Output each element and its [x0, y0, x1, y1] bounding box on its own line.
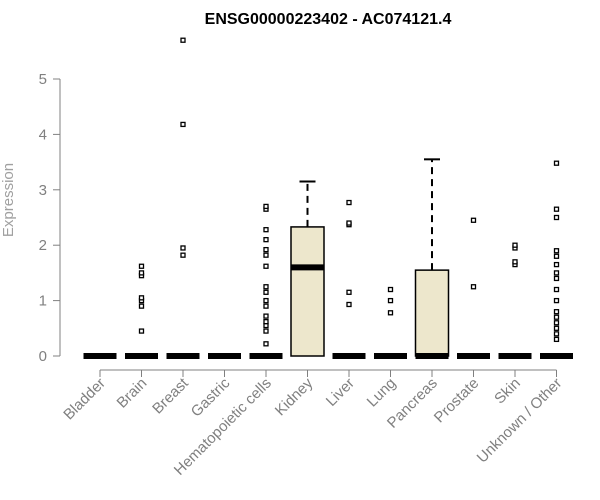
- outlier-point: [553, 320, 560, 326]
- outlier-point: [553, 261, 560, 268]
- y-axis-label: Expression: [0, 163, 17, 237]
- outlier-point: [138, 295, 145, 301]
- outlier-point: [553, 314, 560, 320]
- outlier-point: [553, 331, 560, 337]
- x-tick-label: Lung: [364, 375, 400, 411]
- outlier-point: [263, 263, 269, 269]
- outlier-point: [387, 297, 394, 304]
- outlier-point: [180, 252, 186, 258]
- outlier-point: [138, 328, 145, 334]
- outlier-point: [553, 214, 560, 221]
- outlier-point: [470, 284, 477, 290]
- x-tick-label: Breast: [149, 374, 192, 417]
- x-tick-label: Kidney: [272, 374, 317, 419]
- x-tick-label: Bladder: [60, 375, 109, 424]
- outlier-point: [263, 319, 269, 325]
- outlier-point: [387, 286, 394, 293]
- outlier-point: [263, 246, 269, 253]
- outlier-point: [263, 328, 269, 334]
- outlier-point: [553, 325, 560, 331]
- y-tick-label: 3: [39, 182, 47, 199]
- outlier-point: [263, 313, 269, 319]
- outlier-point: [180, 121, 186, 128]
- outlier-point: [263, 227, 269, 233]
- outlier-point: [346, 220, 352, 226]
- x-tick-label: Brain: [114, 375, 151, 412]
- outlier-point: [553, 248, 560, 254]
- outlier-point: [263, 341, 269, 347]
- box: [290, 226, 325, 357]
- outlier-point: [553, 286, 560, 293]
- outlier-point: [553, 270, 560, 276]
- outlier-point: [263, 284, 269, 290]
- outlier-point: [553, 275, 560, 282]
- outlier-point: [387, 310, 394, 316]
- outlier-point: [138, 303, 145, 309]
- outlier-point: [553, 206, 560, 212]
- outlier-point: [553, 160, 560, 166]
- y-tick-label: 0: [39, 348, 47, 365]
- outlier-point: [470, 217, 477, 223]
- outlier-point: [263, 237, 269, 243]
- y-tick-label: 1: [39, 293, 47, 310]
- outlier-point: [263, 303, 269, 309]
- outlier-point: [553, 309, 560, 315]
- y-tick-label: 5: [39, 71, 47, 88]
- outlier-point: [138, 270, 145, 276]
- outlier-point: [346, 301, 352, 308]
- outlier-point: [263, 289, 269, 295]
- x-tick-label: Liver: [323, 375, 358, 410]
- outlier-point: [553, 253, 560, 259]
- outlier-point: [553, 336, 560, 343]
- outlier-point: [346, 199, 352, 206]
- outlier-point: [180, 37, 186, 43]
- box: [414, 269, 450, 357]
- outlier-point: [263, 297, 269, 304]
- outlier-point: [512, 259, 518, 265]
- y-tick-label: 2: [39, 237, 47, 254]
- outlier-point: [346, 289, 352, 295]
- y-tick-label: 4: [39, 126, 47, 143]
- outlier-point: [138, 263, 145, 269]
- x-tick-label: Prostate: [431, 375, 483, 427]
- chart-title: ENSG00000223402 - AC074121.4: [205, 11, 452, 28]
- outlier-point: [512, 242, 518, 248]
- outlier-point: [553, 297, 560, 304]
- outlier-point: [263, 252, 269, 258]
- x-tick-label: Skin: [491, 375, 524, 408]
- outlier-point: [263, 203, 269, 210]
- outlier-point: [180, 245, 186, 251]
